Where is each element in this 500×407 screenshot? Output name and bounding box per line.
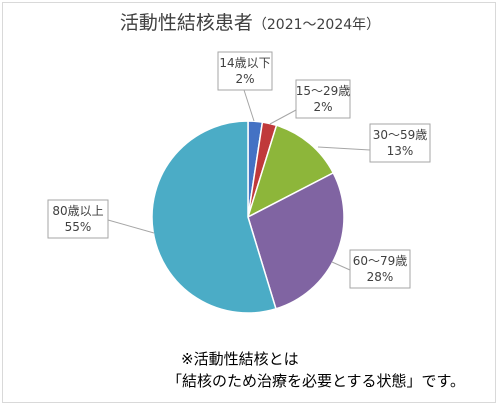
data-label-category: 80歳以上 xyxy=(52,204,103,218)
data-label-percent: 55% xyxy=(65,220,92,234)
data-label-box xyxy=(217,51,273,91)
leader-line-3 xyxy=(317,146,371,151)
leader-line-4 xyxy=(331,261,351,271)
data-label-percent: 2% xyxy=(235,72,254,86)
leader-line-2 xyxy=(269,109,297,125)
pie-slice-5 xyxy=(151,120,277,314)
pie-slice-3 xyxy=(246,124,335,219)
data-label-1: 14歳以下 2% xyxy=(217,51,273,91)
chart-subtitle: （2021～2024年） xyxy=(252,17,381,33)
leader-line-5 xyxy=(107,219,155,234)
data-label-box xyxy=(349,249,411,289)
data-label-5: 80歳以上 55% xyxy=(47,199,109,239)
leader-line-1 xyxy=(243,89,255,122)
data-label-category: 15～29歳 xyxy=(296,84,351,98)
data-label-box xyxy=(47,199,109,239)
footnote-line-1: ※活動性結核とは xyxy=(181,350,299,368)
data-label-category: 30～59歳 xyxy=(373,128,428,142)
data-label-4: 60～79歳 28% xyxy=(349,249,411,289)
chart-title: 活動性結核患者（2021～2024年） xyxy=(0,8,500,35)
data-label-box xyxy=(369,123,431,163)
data-label-percent: 2% xyxy=(313,100,332,114)
data-label-percent: 13% xyxy=(387,144,414,158)
data-label-category: 60～79歳 xyxy=(353,254,408,268)
data-label-box xyxy=(295,79,351,119)
data-label-percent: 28% xyxy=(367,270,394,284)
chart-title-main: 活動性結核患者 xyxy=(119,12,253,34)
footnote: ※活動性結核とは 「結核のため治療を必要とする状態」です。 xyxy=(0,348,500,392)
data-label-2: 15～29歳 2% xyxy=(295,79,351,119)
pie-slice-4 xyxy=(247,171,345,310)
footnote-line-2: 「結核のため治療を必要とする状態」です。 xyxy=(167,372,466,390)
data-label-category: 14歳以下 xyxy=(219,56,270,70)
data-label-3: 30～59歳 13% xyxy=(369,123,431,163)
